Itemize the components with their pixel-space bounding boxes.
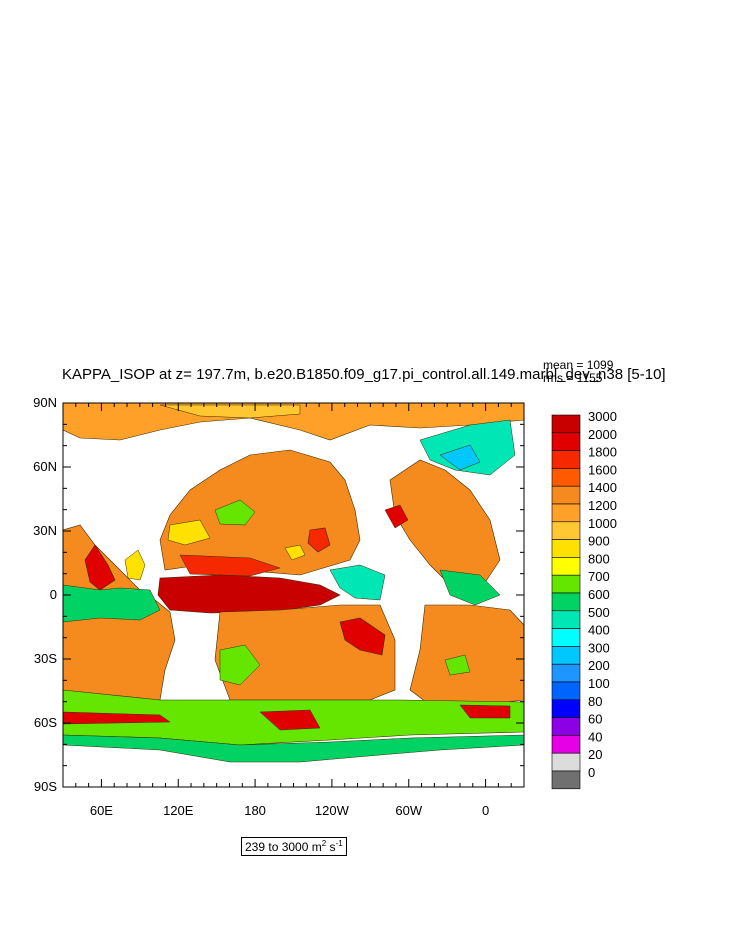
colorbar-swatch — [551, 521, 581, 540]
south-pacific-green — [219, 644, 261, 686]
x-tick-label: 120E — [163, 803, 194, 818]
colorbar-swatch — [551, 539, 581, 558]
colorbar-swatch — [551, 770, 581, 790]
north-pacific-yellow — [167, 519, 211, 546]
colorbar-label: 60 — [588, 712, 602, 727]
colorbar-swatch — [551, 450, 581, 469]
colorbar-swatch — [551, 699, 581, 718]
eastern-pacific-cyan — [329, 564, 386, 601]
subtropical-pacific-yellow — [284, 544, 306, 561]
colorbar-label: 900 — [588, 534, 610, 549]
range-text: 239 to 3000 — [245, 840, 309, 854]
equatorial-indian-green — [63, 584, 161, 623]
colorbar-swatch — [551, 752, 581, 772]
southern-ocean-red-pacific — [259, 709, 321, 731]
x-tick-label: 0 — [482, 803, 489, 818]
x-tick-label: 120W — [315, 803, 350, 818]
chart-title: KAPPA_ISOP at z= 197.7m, b.e20.B1850.f09… — [62, 366, 666, 383]
colorbar-swatch — [551, 468, 581, 487]
gulf-stream-red — [384, 504, 409, 529]
range-units-sup1: 2 — [321, 839, 327, 848]
colorbar-label: 1000 — [588, 516, 617, 531]
y-tick-label: 0 — [50, 587, 57, 602]
colorbar-label: 800 — [588, 551, 610, 566]
colorbar-label: 100 — [588, 676, 610, 691]
colorbar-label: 600 — [588, 587, 610, 602]
equatorial-pacific-max — [157, 574, 341, 614]
y-axis-labels: 90N 60N 30N 0 30S 60S 90S — [33, 395, 57, 794]
range-units-mid: s — [326, 840, 336, 854]
colorbar-label: 2000 — [588, 427, 617, 442]
x-axis-labels: 60E 120E 180 120W 60W 0 — [90, 803, 489, 818]
colorbar-swatch — [551, 663, 581, 683]
colorbar-swatch — [551, 681, 581, 701]
map-field — [63, 403, 524, 763]
colorbar-swatch — [551, 485, 581, 505]
y-tick-label: 90S — [34, 779, 57, 794]
y-tick-label: 30N — [33, 523, 57, 538]
colorbar-swatch — [551, 574, 581, 594]
colorbar-swatch — [551, 414, 581, 434]
north-atlantic — [389, 459, 501, 591]
colorbar-label: 1200 — [588, 498, 617, 513]
colorbar-swatch — [551, 503, 581, 523]
colorbar-swatch — [551, 628, 581, 647]
y-tick-label: 30S — [34, 651, 57, 666]
x-tick-label: 180 — [244, 803, 266, 818]
colorbar-swatch — [551, 592, 581, 612]
colorbar-swatch — [551, 557, 581, 576]
colorbar-label: 40 — [588, 729, 602, 744]
rms-stat: rms = 1155 — [543, 371, 603, 385]
tropical-pacific-red-band — [179, 554, 281, 577]
colorbar-label: 500 — [588, 605, 610, 620]
mean-stat: mean = 1099 — [543, 358, 614, 372]
x-tick-label: 60E — [90, 803, 113, 818]
north-pacific-green — [214, 499, 256, 526]
colorbar-label: 3000 — [588, 409, 617, 424]
x-tick-label: 60W — [395, 803, 422, 818]
colorbar-swatch — [551, 610, 581, 629]
colorbar-swatch — [551, 646, 581, 665]
colorbar-swatch — [551, 735, 581, 754]
south-atlantic-green — [444, 654, 471, 676]
subtropical-pacific-red — [307, 527, 331, 553]
antarctic-margin — [63, 734, 524, 763]
colorbar-label: 200 — [588, 658, 610, 673]
y-tick-label: 60S — [34, 715, 57, 730]
range-units-sup2: -1 — [335, 839, 343, 848]
colorbar-swatch — [551, 717, 581, 736]
y-tick-label: 60N — [33, 459, 57, 474]
arabian-sea-high — [84, 544, 116, 591]
colorbar-label: 1600 — [588, 462, 617, 477]
colorbar-label: 300 — [588, 640, 610, 655]
colorbar-label: 80 — [588, 694, 602, 709]
colorbar-label: 1800 — [588, 445, 617, 460]
southeast-pacific-red — [339, 617, 386, 656]
colorbar-swatch — [551, 432, 581, 451]
colorbar: 3000200018001600140012001000900800700600… — [551, 409, 617, 790]
arctic-yellow-band — [159, 404, 301, 419]
south-atlantic — [409, 604, 524, 706]
southern-ocean-red-west — [63, 711, 171, 725]
bay-of-bengal-yellow — [124, 549, 146, 581]
range-units: m — [311, 840, 322, 854]
southern-ocean-red-atlantic — [459, 704, 511, 719]
colorbar-label: 1400 — [588, 480, 617, 495]
colorbar-label: 0 — [588, 765, 595, 780]
colorbar-label: 400 — [588, 623, 610, 638]
tropical-atlantic-green — [439, 569, 501, 606]
range-box: 239 to 3000 m2 s-1 — [241, 837, 347, 856]
map-ticks — [62, 402, 525, 788]
labrador-blue — [439, 444, 481, 471]
colorbar-label: 700 — [588, 569, 610, 584]
y-tick-label: 90N — [33, 395, 57, 410]
colorbar-label: 20 — [588, 747, 602, 762]
